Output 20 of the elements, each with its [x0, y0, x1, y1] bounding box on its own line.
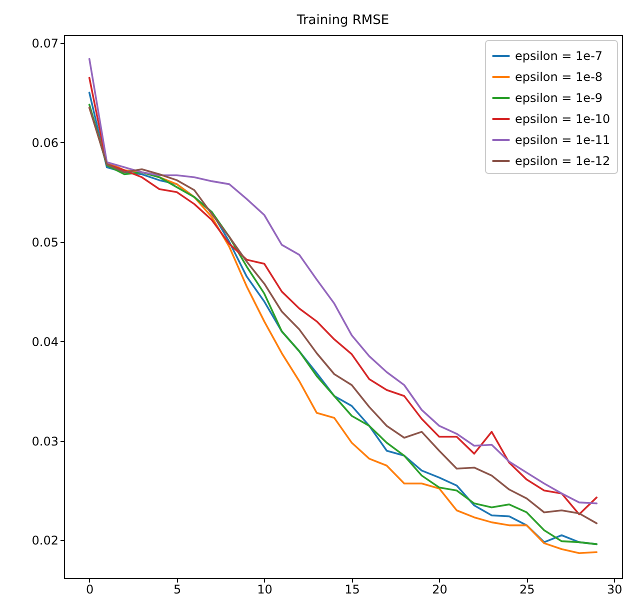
legend-label: epsilon = 1e-12 — [515, 154, 610, 168]
x-tick-label: 20 — [432, 582, 448, 596]
chart-title: Training RMSE — [296, 13, 390, 28]
legend-label: epsilon = 1e-10 — [515, 112, 610, 126]
y-tick-label: 0.07 — [32, 36, 58, 50]
y-tick-label: 0.02 — [32, 534, 58, 548]
legend-label: epsilon = 1e-7 — [515, 49, 603, 63]
legend-label: epsilon = 1e-11 — [515, 133, 610, 147]
legend-label: epsilon = 1e-8 — [515, 70, 603, 84]
y-tick-label: 0.04 — [32, 334, 58, 349]
x-tick-label: 30 — [606, 582, 622, 596]
x-tick-label: 15 — [344, 582, 360, 596]
y-tick-label: 0.03 — [32, 434, 58, 448]
y-tick-label: 0.05 — [32, 235, 58, 250]
y-tick-label: 0.06 — [32, 136, 58, 150]
x-tick-label: 25 — [520, 582, 535, 596]
x-tick-label: 0 — [86, 582, 94, 596]
x-tick-label: 10 — [257, 582, 272, 596]
legend-label: epsilon = 1e-9 — [515, 91, 603, 105]
x-tick-label: 5 — [174, 582, 182, 596]
